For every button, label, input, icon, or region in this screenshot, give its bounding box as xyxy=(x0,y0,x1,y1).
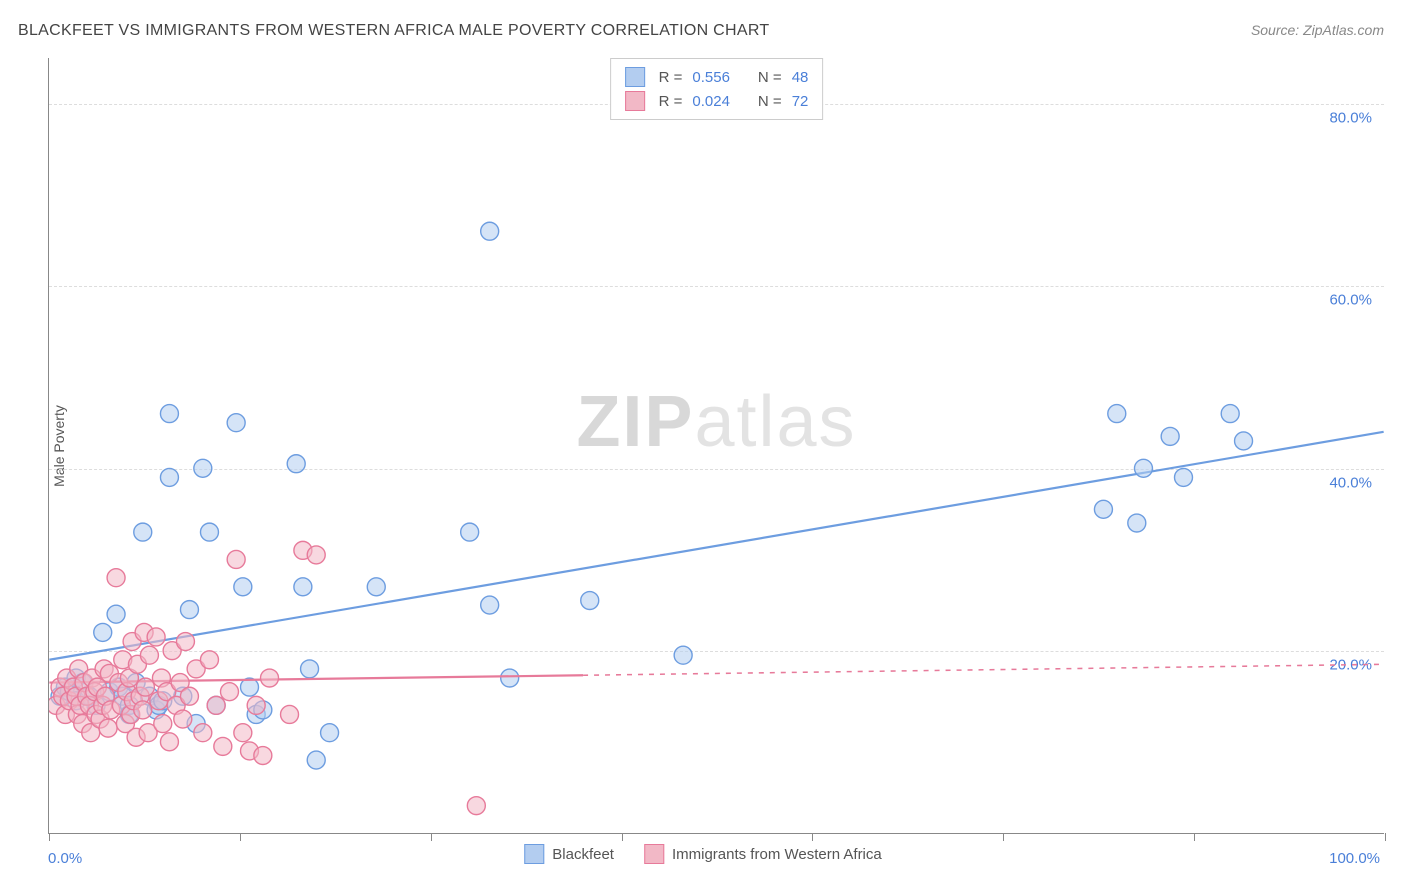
legend-swatch xyxy=(625,67,645,87)
data-point xyxy=(481,222,499,240)
data-point xyxy=(160,733,178,751)
plot-area: ZIPatlas R =0.556N =48R =0.024N =72 20.0… xyxy=(48,58,1384,834)
data-point xyxy=(107,569,125,587)
data-point xyxy=(581,592,599,610)
data-point xyxy=(221,683,239,701)
chart-title: BLACKFEET VS IMMIGRANTS FROM WESTERN AFR… xyxy=(18,22,770,40)
data-point xyxy=(234,724,252,742)
legend-series: Blackfeet Immigrants from Western Africa xyxy=(514,844,891,864)
x-tick xyxy=(1194,833,1195,841)
data-point xyxy=(247,696,265,714)
data-point xyxy=(174,710,192,728)
data-point xyxy=(301,660,319,678)
x-tick xyxy=(240,833,241,841)
data-point xyxy=(147,628,165,646)
r-label: R = xyxy=(659,93,683,110)
data-point xyxy=(200,523,218,541)
data-point xyxy=(501,669,519,687)
chart-container: BLACKFEET VS IMMIGRANTS FROM WESTERN AFR… xyxy=(0,0,1406,892)
data-point xyxy=(307,546,325,564)
data-point xyxy=(107,605,125,623)
legend-series-label: Blackfeet xyxy=(552,846,614,863)
data-point xyxy=(1134,459,1152,477)
legend-swatch xyxy=(524,844,544,864)
data-point xyxy=(1235,432,1253,450)
data-point xyxy=(99,719,117,737)
data-point xyxy=(134,523,152,541)
legend-series-item: Blackfeet xyxy=(524,844,614,864)
data-point xyxy=(254,747,272,765)
trend-line-dashed xyxy=(583,664,1384,675)
n-value: 72 xyxy=(792,93,809,110)
data-point xyxy=(294,578,312,596)
data-point xyxy=(160,405,178,423)
r-value: 0.024 xyxy=(692,93,730,110)
data-point xyxy=(154,715,172,733)
data-point xyxy=(281,705,299,723)
data-point xyxy=(367,578,385,596)
legend-series-label: Immigrants from Western Africa xyxy=(672,846,882,863)
legend-series-item: Immigrants from Western Africa xyxy=(644,844,882,864)
n-label: N = xyxy=(758,93,782,110)
n-value: 48 xyxy=(792,69,809,86)
data-point xyxy=(307,751,325,769)
legend-swatch xyxy=(625,91,645,111)
data-point xyxy=(1094,500,1112,518)
data-point xyxy=(136,678,154,696)
n-label: N = xyxy=(758,69,782,86)
data-point xyxy=(261,669,279,687)
legend-correlation-row: R = 0.556 N = 48 xyxy=(625,65,809,89)
source-attribution: Source: ZipAtlas.com xyxy=(1251,22,1384,38)
data-point xyxy=(321,724,339,742)
data-point xyxy=(227,414,245,432)
data-point xyxy=(194,459,212,477)
data-point xyxy=(467,797,485,815)
data-point xyxy=(481,596,499,614)
data-point xyxy=(214,737,232,755)
data-point xyxy=(1161,427,1179,445)
data-point xyxy=(134,701,152,719)
data-point xyxy=(180,687,198,705)
legend-correlation-box: R = 0.556 N = 48 R = 0.024 N = 72 xyxy=(610,58,824,120)
scatter-plot-svg xyxy=(49,58,1384,833)
x-tick-label: 100.0% xyxy=(1329,850,1380,867)
data-point xyxy=(1108,405,1126,423)
x-tick xyxy=(1385,833,1386,841)
data-point xyxy=(461,523,479,541)
legend-correlation-row: R = 0.024 N = 72 xyxy=(625,89,809,113)
data-point xyxy=(1175,468,1193,486)
x-tick-label: 0.0% xyxy=(48,850,82,867)
x-tick xyxy=(431,833,432,841)
x-tick xyxy=(812,833,813,841)
legend-swatch xyxy=(644,844,664,864)
trend-line-solid xyxy=(49,432,1383,660)
data-point xyxy=(140,646,158,664)
data-point xyxy=(207,696,225,714)
data-point xyxy=(176,633,194,651)
r-label: R = xyxy=(659,69,683,86)
data-point xyxy=(160,468,178,486)
data-point xyxy=(200,651,218,669)
data-point xyxy=(227,550,245,568)
x-tick xyxy=(622,833,623,841)
data-point xyxy=(674,646,692,664)
data-point xyxy=(1128,514,1146,532)
r-value: 0.556 xyxy=(692,69,730,86)
x-tick xyxy=(1003,833,1004,841)
data-point xyxy=(94,623,112,641)
x-tick xyxy=(49,833,50,841)
data-point xyxy=(1221,405,1239,423)
data-point xyxy=(234,578,252,596)
data-point xyxy=(287,455,305,473)
data-point xyxy=(194,724,212,742)
data-point xyxy=(180,601,198,619)
